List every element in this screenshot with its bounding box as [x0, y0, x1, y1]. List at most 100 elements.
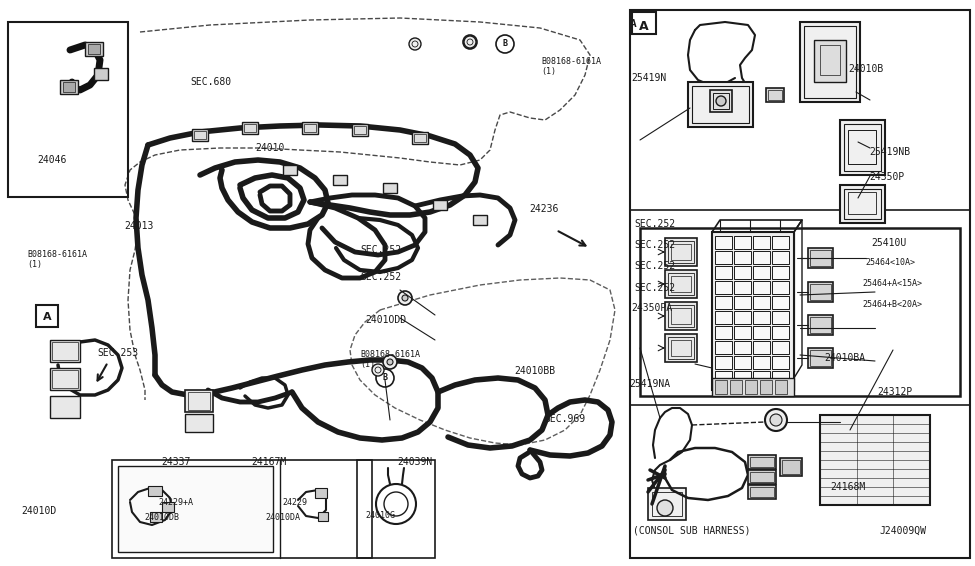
Circle shape [770, 414, 782, 426]
Text: SEC.252: SEC.252 [361, 245, 402, 255]
Bar [734, 311, 751, 324]
Bar [772, 251, 789, 264]
Bar [734, 251, 751, 264]
Bar [50, 340, 80, 362]
Text: 25419NA: 25419NA [629, 379, 670, 389]
Text: 25464+B<20A>: 25464+B<20A> [863, 300, 923, 309]
Bar [772, 296, 789, 309]
Text: 25419NB: 25419NB [870, 147, 911, 157]
Bar [753, 326, 770, 339]
Bar [665, 334, 697, 362]
Bar [242, 122, 258, 134]
Bar [150, 512, 162, 522]
Text: B: B [502, 40, 508, 49]
Circle shape [372, 364, 384, 376]
Bar [753, 341, 770, 354]
Bar [810, 250, 831, 266]
Bar [712, 378, 794, 396]
Bar [688, 82, 753, 127]
Bar [753, 371, 770, 384]
Text: 24010DB: 24010DB [144, 513, 179, 522]
Bar [668, 305, 694, 327]
Bar [383, 183, 397, 193]
Bar [85, 42, 103, 56]
Bar [671, 244, 691, 260]
Text: 24010G: 24010G [366, 511, 396, 520]
Bar [52, 342, 78, 360]
Bar [804, 26, 856, 98]
Bar [715, 236, 732, 249]
Text: 25419N: 25419N [632, 73, 667, 83]
Bar [414, 134, 426, 142]
Bar [8, 22, 128, 197]
Text: 24350PA: 24350PA [632, 303, 673, 314]
Bar [318, 512, 328, 521]
Bar [63, 82, 75, 92]
Bar [748, 470, 776, 484]
Bar [808, 248, 833, 268]
Text: 24010B: 24010B [848, 64, 883, 74]
Circle shape [765, 409, 787, 431]
Bar [750, 472, 774, 482]
Bar [333, 175, 347, 185]
Bar [473, 215, 487, 225]
Text: A: A [43, 312, 52, 322]
Bar [352, 124, 368, 136]
Text: 24010BA: 24010BA [824, 353, 865, 363]
Bar [148, 486, 162, 496]
Bar [730, 380, 742, 394]
Bar [283, 165, 297, 175]
Bar [772, 281, 789, 294]
Bar [772, 311, 789, 324]
Circle shape [376, 369, 394, 387]
Bar [715, 356, 732, 369]
Text: SEC.969: SEC.969 [544, 414, 585, 424]
Circle shape [409, 38, 421, 50]
Text: 24010BB: 24010BB [515, 366, 556, 376]
Bar [760, 380, 772, 394]
Bar [753, 266, 770, 279]
Bar [780, 458, 802, 476]
Bar [194, 131, 206, 139]
Text: 24010D: 24010D [21, 505, 57, 516]
Bar [640, 228, 960, 396]
Bar [648, 488, 686, 520]
Text: 24013: 24013 [125, 221, 154, 231]
Bar [715, 251, 732, 264]
Bar [357, 460, 435, 558]
Bar [185, 390, 213, 412]
Text: B08168-6161A
(1): B08168-6161A (1) [361, 350, 421, 369]
Bar [632, 12, 656, 34]
Bar [810, 317, 831, 333]
Text: SEC.252: SEC.252 [361, 272, 402, 282]
Text: J24009QW: J24009QW [879, 526, 926, 536]
Text: 24039N: 24039N [398, 457, 433, 468]
Text: 24337: 24337 [161, 457, 190, 468]
Text: 25464<10A>: 25464<10A> [866, 258, 916, 267]
Bar [315, 488, 327, 498]
Text: A: A [640, 19, 648, 32]
Bar [112, 460, 372, 558]
Bar [692, 86, 749, 123]
Bar [715, 266, 732, 279]
Bar [433, 200, 447, 210]
Text: SEC.253: SEC.253 [98, 348, 138, 358]
Bar [302, 122, 318, 134]
Circle shape [496, 35, 514, 53]
Bar [810, 284, 831, 300]
Bar [772, 326, 789, 339]
Circle shape [387, 359, 393, 365]
Text: A: A [630, 19, 637, 29]
Text: 24167M: 24167M [252, 457, 287, 468]
Bar [734, 281, 751, 294]
Bar [750, 457, 774, 467]
Bar [753, 296, 770, 309]
Bar [185, 414, 213, 432]
Text: 24046: 24046 [37, 155, 66, 165]
Bar [60, 80, 78, 94]
Bar [162, 502, 174, 512]
Bar [713, 93, 729, 109]
Text: 25410U: 25410U [872, 238, 907, 248]
Bar [668, 273, 694, 295]
Bar [772, 371, 789, 384]
